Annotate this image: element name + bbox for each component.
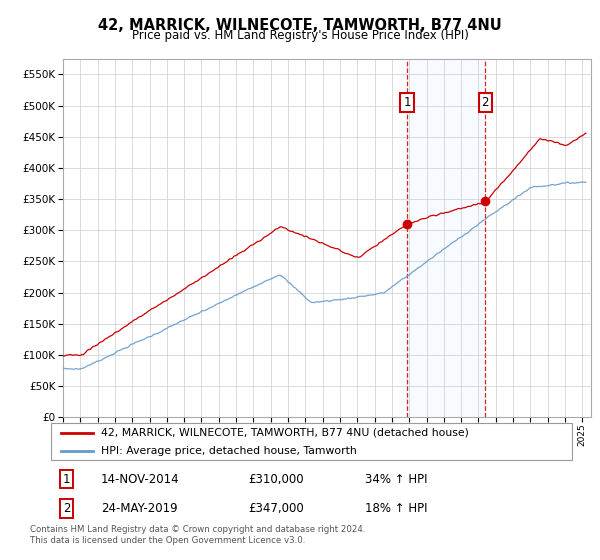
Bar [407, 59, 485, 417]
Text: 18% ↑ HPI: 18% ↑ HPI [365, 502, 427, 515]
Text: 42, MARRICK, WILNECOTE, TAMWORTH, B77 4NU: 42, MARRICK, WILNECOTE, TAMWORTH, B77 4N… [98, 18, 502, 33]
Text: Contains HM Land Registry data © Crown copyright and database right 2024.
This d: Contains HM Land Registry data © Crown c… [30, 525, 365, 545]
Text: 14-NOV-2014: 14-NOV-2014 [101, 473, 179, 486]
Text: 1: 1 [63, 473, 70, 486]
Text: HPI: Average price, detached house, Tamworth: HPI: Average price, detached house, Tamw… [101, 446, 356, 456]
Text: 2: 2 [481, 96, 489, 109]
Text: 1: 1 [403, 96, 411, 109]
Text: 42, MARRICK, WILNECOTE, TAMWORTH, B77 4NU (detached house): 42, MARRICK, WILNECOTE, TAMWORTH, B77 4N… [101, 428, 469, 437]
Text: Price paid vs. HM Land Registry's House Price Index (HPI): Price paid vs. HM Land Registry's House … [131, 29, 469, 42]
FancyBboxPatch shape [50, 423, 572, 460]
Text: £347,000: £347,000 [248, 502, 304, 515]
Text: 2: 2 [63, 502, 70, 515]
Text: £310,000: £310,000 [248, 473, 304, 486]
Text: 34% ↑ HPI: 34% ↑ HPI [365, 473, 427, 486]
Text: 24-MAY-2019: 24-MAY-2019 [101, 502, 178, 515]
